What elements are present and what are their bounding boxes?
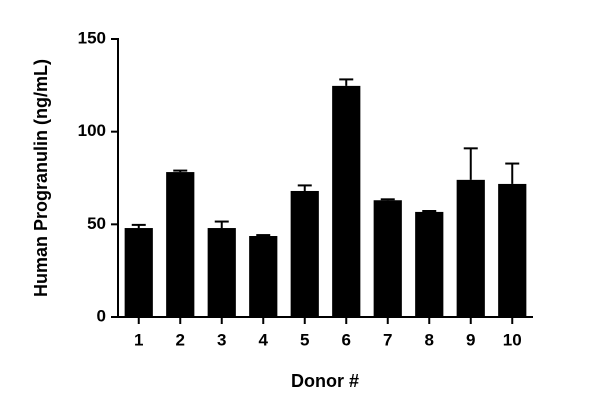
y-tick-label: 0 bbox=[97, 306, 106, 325]
bar bbox=[124, 228, 153, 317]
y-tick-label: 100 bbox=[78, 121, 106, 140]
bar bbox=[249, 236, 278, 317]
bar bbox=[166, 172, 195, 317]
bar bbox=[207, 228, 236, 317]
x-tick-label: 1 bbox=[134, 330, 143, 349]
x-tick-label: 7 bbox=[383, 330, 392, 349]
x-tick-label: 6 bbox=[342, 330, 351, 349]
bar bbox=[332, 85, 361, 317]
bar bbox=[498, 183, 527, 317]
x-tick-label: 8 bbox=[425, 330, 434, 349]
x-tick-label: 10 bbox=[503, 330, 522, 349]
x-axis-label: Donor # bbox=[291, 371, 359, 391]
bar bbox=[456, 179, 485, 317]
x-tick-label: 9 bbox=[466, 330, 475, 349]
y-tick-label: 150 bbox=[78, 28, 106, 47]
bar bbox=[290, 190, 319, 317]
bar bbox=[373, 200, 402, 317]
y-tick-label: 50 bbox=[87, 214, 106, 233]
y-axis-label: Human Progranulin (ng/mL) bbox=[31, 59, 51, 297]
x-tick-label: 2 bbox=[176, 330, 185, 349]
bar bbox=[415, 211, 444, 317]
x-tick-label: 4 bbox=[259, 330, 269, 349]
x-tick-label: 5 bbox=[300, 330, 309, 349]
x-tick-label: 3 bbox=[217, 330, 226, 349]
